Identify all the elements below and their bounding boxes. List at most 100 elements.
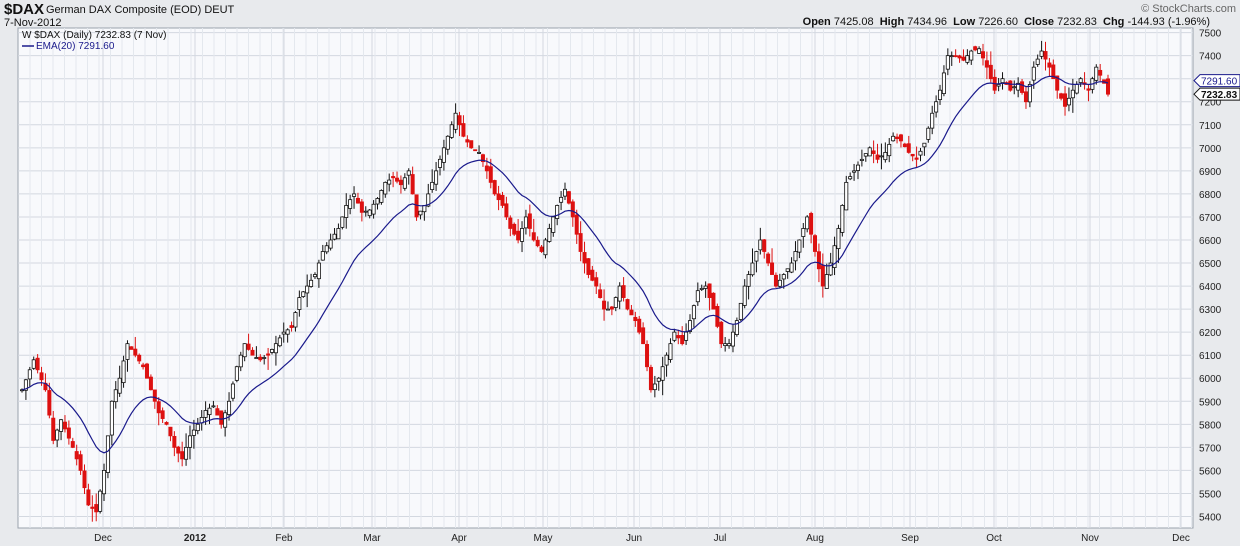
candle-body <box>887 143 892 157</box>
candle-body <box>203 410 208 418</box>
candle-body <box>840 205 845 233</box>
candle-body <box>430 181 435 191</box>
candle-body <box>289 325 294 328</box>
candle-body <box>445 135 450 150</box>
candle-body <box>418 210 423 216</box>
close-value: 7232.83 <box>1057 16 1097 28</box>
candle-body <box>547 228 552 242</box>
candle-body <box>340 216 345 228</box>
candle-body <box>187 435 192 448</box>
candle-body <box>781 274 786 280</box>
candle-body <box>848 176 853 180</box>
candle-body <box>1055 75 1060 91</box>
candle-body <box>945 55 950 70</box>
candle-body <box>137 354 142 362</box>
candle-body <box>285 329 290 335</box>
candle-body <box>969 50 974 61</box>
candle-body <box>609 306 614 310</box>
candle-body <box>125 343 130 360</box>
candle-body <box>656 377 661 382</box>
candle-body <box>1078 78 1083 84</box>
candle-body <box>504 203 509 218</box>
candle-body <box>789 262 794 273</box>
candle-body <box>410 174 415 195</box>
candle-body <box>320 251 325 261</box>
x-tick-label: Oct <box>986 533 1002 544</box>
candle-body <box>582 252 587 264</box>
candle-body <box>949 55 954 58</box>
candle-body <box>78 454 83 471</box>
ema-value-label: 7291.60 <box>1201 77 1238 88</box>
candle-body <box>297 297 302 310</box>
candle-body <box>457 115 462 126</box>
candle-body <box>258 356 263 361</box>
candle-body <box>668 343 673 360</box>
candle-body <box>594 277 599 287</box>
candle-body <box>480 154 485 163</box>
candle-body <box>51 417 56 441</box>
candle-body <box>168 426 173 437</box>
candle-body <box>895 136 900 139</box>
candle-body <box>801 228 806 237</box>
candle-body <box>273 343 278 354</box>
y-tick-label: 5700 <box>1199 443 1222 454</box>
x-tick-label: Sep <box>901 533 919 544</box>
candle-body <box>676 335 681 339</box>
candle-body <box>219 410 224 425</box>
legend-ema: EMA(20) 7291.60 <box>36 41 115 52</box>
candle-body <box>211 405 216 408</box>
candle-body <box>277 337 282 347</box>
candle-body <box>754 251 759 262</box>
candle-body <box>176 446 181 454</box>
candle-body <box>39 372 44 381</box>
candle-body <box>105 435 110 473</box>
candle-body <box>74 451 79 460</box>
candle-body <box>31 359 36 369</box>
y-tick-label: 6700 <box>1199 213 1222 224</box>
candle-body <box>402 177 407 189</box>
y-tick-label: 6300 <box>1199 305 1222 316</box>
candle-body <box>660 366 665 381</box>
candle-body <box>680 335 685 345</box>
y-tick-label: 6500 <box>1199 259 1222 270</box>
y-tick-label: 6900 <box>1199 167 1222 178</box>
candle-body <box>223 412 228 428</box>
candle-body <box>625 299 630 310</box>
candle-body <box>133 348 138 356</box>
candle-body <box>86 489 91 506</box>
candle-body <box>195 423 200 432</box>
candle-body <box>1016 82 1021 91</box>
candle-body <box>527 213 532 229</box>
x-tick-label: Feb <box>275 533 293 544</box>
legend-price: W $DAX (Daily) 7232.83 (7 Nov) <box>22 30 167 41</box>
candle-body <box>1094 66 1099 81</box>
x-tick-label: Dec <box>94 533 112 544</box>
candle-body <box>648 366 653 391</box>
candle-body <box>1000 78 1005 84</box>
candle-body <box>1027 84 1032 103</box>
candle-body <box>965 55 970 63</box>
candle-body <box>1043 51 1048 60</box>
candle-body <box>719 321 724 345</box>
candle-body <box>180 451 185 460</box>
brand-watermark: © StockCharts.com <box>1141 3 1236 15</box>
candle-body <box>1086 88 1091 91</box>
candle-body <box>238 354 243 368</box>
candle-body <box>469 140 474 149</box>
candle-body <box>629 309 634 316</box>
candle-body <box>164 422 169 425</box>
candle-body <box>1012 86 1017 89</box>
candle-body <box>742 285 747 306</box>
candle-body <box>859 158 864 161</box>
candle-body <box>879 155 884 158</box>
candle-body <box>270 349 275 353</box>
candle-body <box>66 427 71 439</box>
candle-body <box>707 283 712 298</box>
candle-body <box>1020 81 1025 93</box>
candle-body <box>461 123 466 137</box>
y-tick-label: 7400 <box>1199 52 1222 63</box>
candle-body <box>1074 84 1079 94</box>
candle-body <box>1106 78 1111 95</box>
candle-body <box>777 279 782 287</box>
